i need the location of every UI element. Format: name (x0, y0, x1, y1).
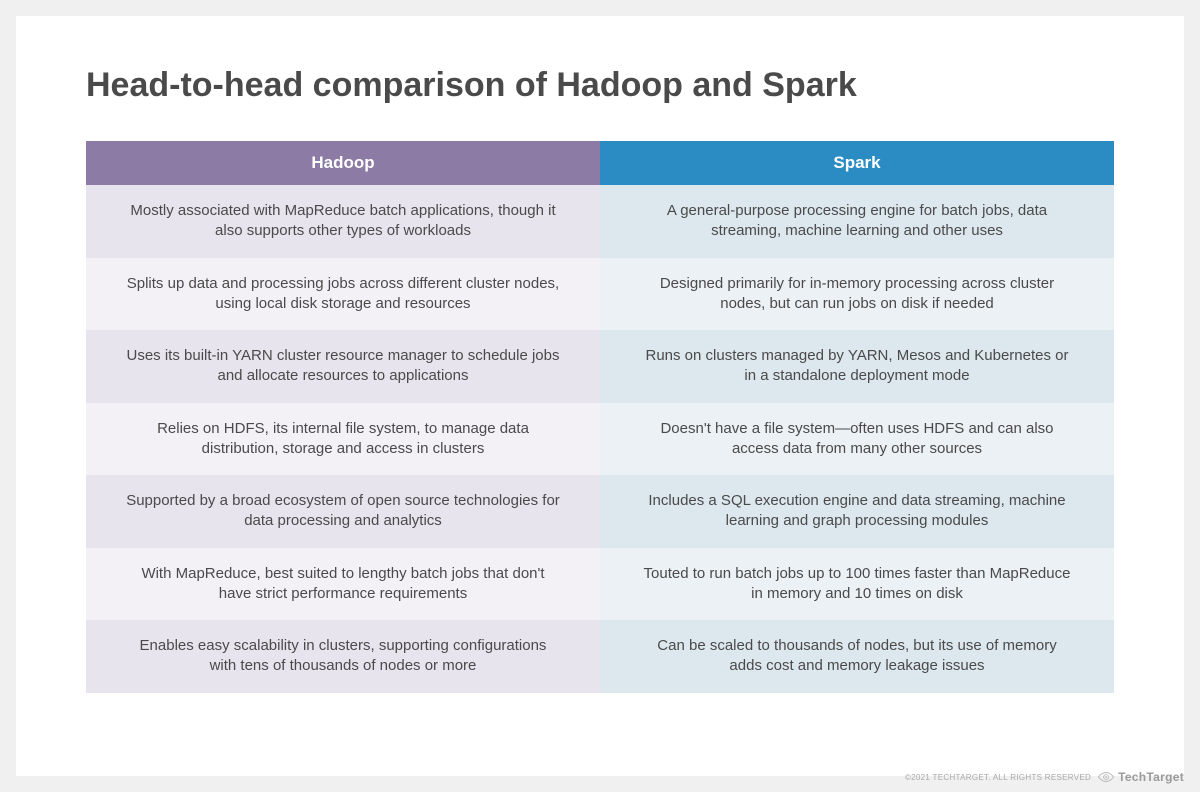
hadoop-cell: Enables easy scalability in clusters, su… (86, 620, 600, 693)
table-row: Enables easy scalability in clusters, su… (86, 620, 1114, 693)
hadoop-cell: Uses its built-in YARN cluster resource … (86, 330, 600, 403)
hadoop-cell: Splits up data and processing jobs acros… (86, 258, 600, 331)
eye-icon (1097, 771, 1115, 783)
table-row: Supported by a broad ecosystem of open s… (86, 475, 1114, 548)
spark-cell: Touted to run batch jobs up to 100 times… (600, 548, 1114, 621)
spark-cell: Doesn't have a file system—often uses HD… (600, 403, 1114, 476)
logo-text-light: Tech (1118, 770, 1146, 784)
table-row: Splits up data and processing jobs acros… (86, 258, 1114, 331)
logo-text: TechTarget (1118, 770, 1184, 784)
table-body: Mostly associated with MapReduce batch a… (86, 185, 1114, 693)
logo-text-bold: Target (1146, 770, 1184, 784)
comparison-card: Head-to-head comparison of Hadoop and Sp… (16, 16, 1184, 776)
page-title: Head-to-head comparison of Hadoop and Sp… (86, 66, 1114, 105)
techtarget-logo: TechTarget (1097, 770, 1184, 784)
table-header-row: Hadoop Spark (86, 141, 1114, 185)
footer: ©2021 TECHTARGET. ALL RIGHTS RESERVED Te… (905, 770, 1184, 784)
table-header-hadoop: Hadoop (86, 141, 600, 185)
table-row: Relies on HDFS, its internal file system… (86, 403, 1114, 476)
table-row: With MapReduce, best suited to lengthy b… (86, 548, 1114, 621)
hadoop-cell: Mostly associated with MapReduce batch a… (86, 185, 600, 258)
spark-cell: Designed primarily for in-memory process… (600, 258, 1114, 331)
spark-cell: Includes a SQL execution engine and data… (600, 475, 1114, 548)
table-row: Uses its built-in YARN cluster resource … (86, 330, 1114, 403)
hadoop-cell: Relies on HDFS, its internal file system… (86, 403, 600, 476)
table-row: Mostly associated with MapReduce batch a… (86, 185, 1114, 258)
hadoop-cell: Supported by a broad ecosystem of open s… (86, 475, 600, 548)
hadoop-cell: With MapReduce, best suited to lengthy b… (86, 548, 600, 621)
spark-cell: A general-purpose processing engine for … (600, 185, 1114, 258)
comparison-table: Hadoop Spark Mostly associated with MapR… (86, 141, 1114, 693)
table-header-spark: Spark (600, 141, 1114, 185)
copyright-text: ©2021 TECHTARGET. ALL RIGHTS RESERVED (905, 773, 1091, 782)
spark-cell: Can be scaled to thousands of nodes, but… (600, 620, 1114, 693)
spark-cell: Runs on clusters managed by YARN, Mesos … (600, 330, 1114, 403)
